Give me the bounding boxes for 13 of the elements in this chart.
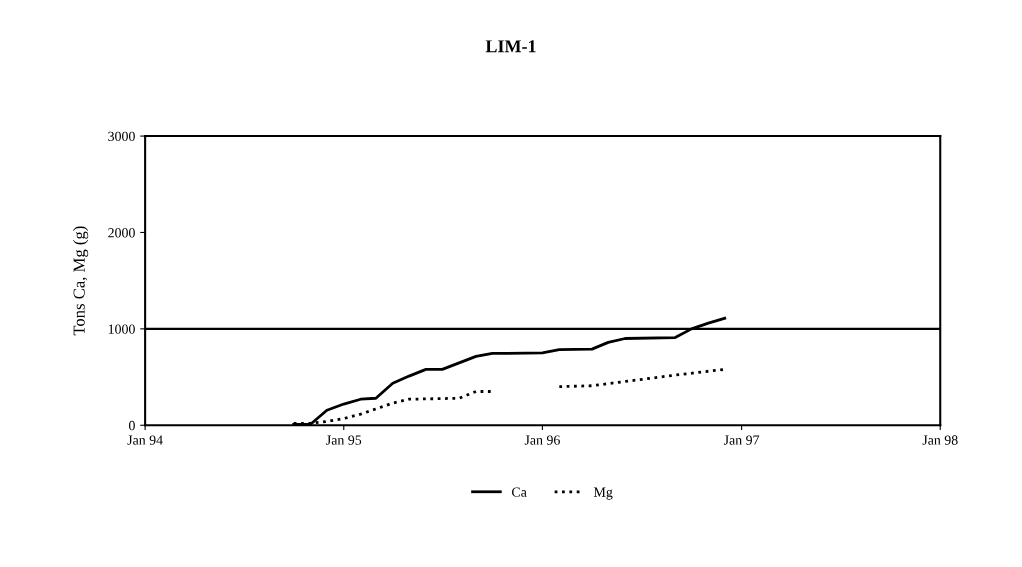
y-axis-title: Tons Ca, Mg (g) bbox=[73, 226, 89, 336]
y-tick-label: 3000 bbox=[108, 131, 135, 142]
x-tick-label: Jan 95 bbox=[326, 435, 362, 445]
legend-label: Ca bbox=[512, 487, 527, 497]
x-tick-label: Jan 96 bbox=[524, 435, 560, 445]
chart-title: LIM-1 bbox=[485, 40, 536, 53]
y-tick-label: 2000 bbox=[108, 228, 135, 238]
x-tick-label: Jan 94 bbox=[127, 435, 163, 445]
y-tick-label: 0 bbox=[128, 420, 135, 431]
x-tick-label: Jan 97 bbox=[723, 435, 760, 445]
y-tick-label: 1000 bbox=[108, 324, 135, 334]
x-tick-label: Jan 98 bbox=[922, 435, 958, 445]
legend-label: Mg bbox=[593, 487, 613, 500]
